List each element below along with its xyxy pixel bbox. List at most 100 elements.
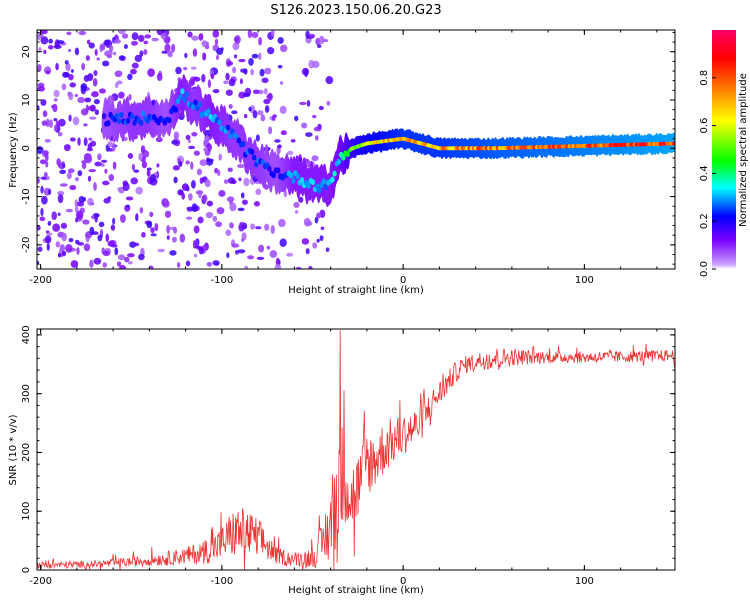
spectrogram-noise-cell [267,92,273,101]
spectrogram-noise-cell [164,210,172,218]
spectrogram-ridge-cell [138,119,144,126]
spectrogram-noise-cell [205,211,214,219]
spectrogram-noise-cell [123,256,130,263]
spectrogram-noise-cell [263,98,271,105]
spectrogram-noise-cell [241,238,245,242]
spectrogram-noise-cell [305,132,313,137]
spectrogram-noise-cell [87,175,92,182]
spectrogram-noise-cell [316,212,322,219]
spectrogram-noise-cell [140,145,146,154]
spectrogram-noise-cell [129,241,137,248]
spectrogram-noise-cell [94,213,98,223]
spectrogram-noise-cell [290,138,296,143]
spectrogram-noise-cell [294,115,299,122]
spectrogram-noise-cell [225,89,233,96]
spectrogram-noise-cell [279,238,287,247]
spectrogram-noise-cell [326,100,331,106]
spectrogram-noise-cell [248,57,254,66]
spectrogram-noise-cell [74,239,80,245]
spectrogram-noise-cell [255,134,260,142]
spectrogram-noise-cell [76,247,80,255]
spectrogram-noise-cell [119,214,126,223]
spectrogram-noise-cell [47,220,52,226]
spectrogram-noise-cell [316,238,320,243]
spectrogram-ridge-cell [132,119,137,126]
spectrogram-noise-cell [195,238,200,247]
spectrogram-noise-cell [60,222,68,229]
spectrogram-noise-cell [37,225,41,231]
spectrogram-noise-cell [201,40,208,47]
spectrogram-noise-cell [268,126,273,135]
spectrogram-noise-cell [279,44,288,53]
spectrogram-noise-cell [239,78,243,85]
spectrogram-noise-cell [134,54,142,63]
spectrogram-noise-cell [118,91,125,99]
spectrogram-noise-cell [94,48,98,56]
spectrogram-noise-cell [202,52,207,61]
spectrogram-noise-cell [110,224,116,231]
spectrogram-noise-cell [247,30,253,39]
snr-series [36,330,675,571]
spectrogram-noise-cell [93,98,100,105]
spectrogram-noise-cell [59,169,67,175]
spectrogram-noise-cell [191,35,199,41]
spectrogram-noise-cell [88,169,97,173]
spectrogram-noise-cell [225,229,232,236]
spectrogram-noise-cell [45,161,49,168]
spectrogram-noise-cell [63,144,71,152]
spectrogram-noise-cell [261,77,269,84]
spectrogram-noise-cell [253,201,260,207]
spectrogram-ridge-cell [288,172,294,179]
y-tick-label: -20 [21,237,32,253]
spectrogram-xlabel: Height of straight line (km) [288,285,424,296]
spectrogram-noise-cell [66,171,72,180]
spectrogram-noise-cell [83,137,88,147]
spectrogram-noise-cell [308,33,316,38]
spectrogram-noise-cell [93,181,97,191]
colorbar-tick-label: 0.4 [699,165,710,181]
spectrogram-ridge-cell [241,140,246,147]
spectrogram-noise-cell [231,110,238,115]
colorbar-tick-label: 0.2 [699,213,710,229]
spectrogram-noise-cell [74,47,80,56]
spectrogram-noise-cell [41,120,48,126]
spectrogram-noise-cell [227,61,234,66]
spectrogram-noise-cell [192,48,198,57]
spectrogram-noise-cell [169,250,177,256]
spectrogram-noise-cell [116,80,123,85]
spectrogram-noise-cell [246,255,255,260]
spectrogram-noise-cell [70,69,74,73]
spectrogram-noise-cell [93,70,98,76]
spectrogram-noise-cell [58,163,63,169]
spectrogram-noise-cell [258,244,265,253]
spectrogram-ridge-cell [275,167,281,174]
y-tick-label: 0 [21,145,32,151]
spectrogram-ridge-cell [191,103,196,110]
spectrogram-noise-cell [86,39,91,45]
spectrogram-ridge-cell [251,154,257,161]
spectrogram-noise-cell [263,184,269,190]
spectrogram-ridge-cell [271,172,276,179]
spectrogram-noise-cell [146,169,151,177]
spectrogram-noise-cell [238,223,245,232]
spectrogram-noise-cell [64,60,69,65]
spectrogram-ridge-cell [145,117,150,124]
spectrogram-noise-cell [243,177,250,187]
y-tick-label: 400 [21,325,32,344]
spectrogram-noise-cell [97,153,102,161]
spectrogram-noise-cell [277,37,284,44]
spectrogram-ridge-cell [330,176,335,183]
spectrogram-noise-cell [131,40,139,46]
spectrogram-noise-cell [237,207,245,212]
spectrogram-noise-cell [114,247,119,256]
spectrogram-noise-cell [110,244,118,248]
spectrogram-noise-cell [151,37,159,42]
spectrogram-ridge-cell [317,187,322,194]
spectrogram-noise-cell [203,147,209,152]
spectrogram-noise-cell [77,137,81,146]
spectrogram-noise-cell [59,183,68,187]
spectrogram-noise-cell [243,114,248,119]
spectrogram-noise-cell [45,70,51,75]
spectrogram-noise-cell [212,30,220,38]
